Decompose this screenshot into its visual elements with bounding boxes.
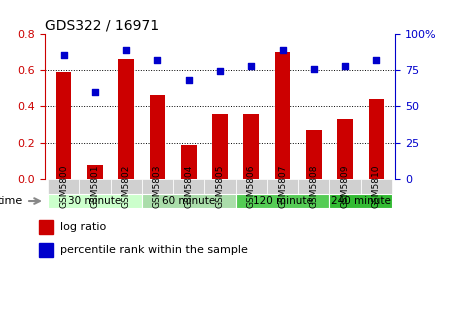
Text: 30 minute: 30 minute (68, 196, 122, 206)
FancyBboxPatch shape (48, 179, 79, 194)
Text: 240 minute: 240 minute (331, 196, 391, 206)
FancyBboxPatch shape (79, 179, 110, 194)
Point (373, 57, 380, 62)
Point (279, 47, 286, 52)
Bar (150, 95, 165, 179)
Bar (119, 59, 134, 179)
FancyBboxPatch shape (142, 179, 173, 194)
FancyBboxPatch shape (330, 179, 361, 194)
Bar (275, 52, 291, 179)
FancyBboxPatch shape (236, 194, 330, 208)
FancyBboxPatch shape (236, 179, 267, 194)
Text: GSM5809: GSM5809 (341, 165, 350, 208)
Point (310, 66, 317, 71)
FancyBboxPatch shape (48, 194, 142, 208)
Bar (212, 114, 228, 179)
Bar (181, 144, 197, 179)
Bar (40, 243, 53, 257)
Point (123, 47, 130, 52)
Bar (337, 119, 353, 179)
Point (216, 69, 224, 74)
Text: GSM5805: GSM5805 (216, 165, 224, 208)
Bar (306, 130, 321, 179)
FancyBboxPatch shape (110, 179, 142, 194)
Bar (243, 114, 259, 179)
Text: 120 minute: 120 minute (253, 196, 313, 206)
Text: GSM5804: GSM5804 (184, 165, 193, 208)
Text: GDS322 / 16971: GDS322 / 16971 (45, 18, 159, 33)
Bar (87, 165, 103, 179)
Point (91, 89, 98, 94)
Text: GSM5803: GSM5803 (153, 165, 162, 208)
Point (248, 63, 255, 68)
Point (60, 53, 67, 58)
Point (185, 78, 192, 83)
Text: GSM5810: GSM5810 (372, 165, 381, 208)
Text: GSM5800: GSM5800 (59, 165, 68, 208)
FancyBboxPatch shape (298, 179, 330, 194)
Text: GSM5806: GSM5806 (247, 165, 256, 208)
Text: 60 minute: 60 minute (162, 196, 216, 206)
Text: GSM5801: GSM5801 (90, 165, 99, 208)
Bar (40, 220, 53, 235)
FancyBboxPatch shape (361, 179, 392, 194)
Text: time: time (0, 196, 23, 206)
Point (342, 63, 349, 68)
Text: GSM5807: GSM5807 (278, 165, 287, 208)
FancyBboxPatch shape (267, 179, 298, 194)
Bar (369, 99, 384, 179)
Text: log ratio: log ratio (61, 222, 107, 232)
Bar (56, 72, 71, 179)
FancyBboxPatch shape (142, 194, 236, 208)
Text: GSM5808: GSM5808 (309, 165, 318, 208)
Text: GSM5802: GSM5802 (122, 165, 131, 208)
Point (154, 57, 161, 62)
Text: percentile rank within the sample: percentile rank within the sample (61, 245, 248, 255)
FancyBboxPatch shape (204, 179, 236, 194)
FancyBboxPatch shape (330, 194, 392, 208)
FancyBboxPatch shape (173, 179, 204, 194)
